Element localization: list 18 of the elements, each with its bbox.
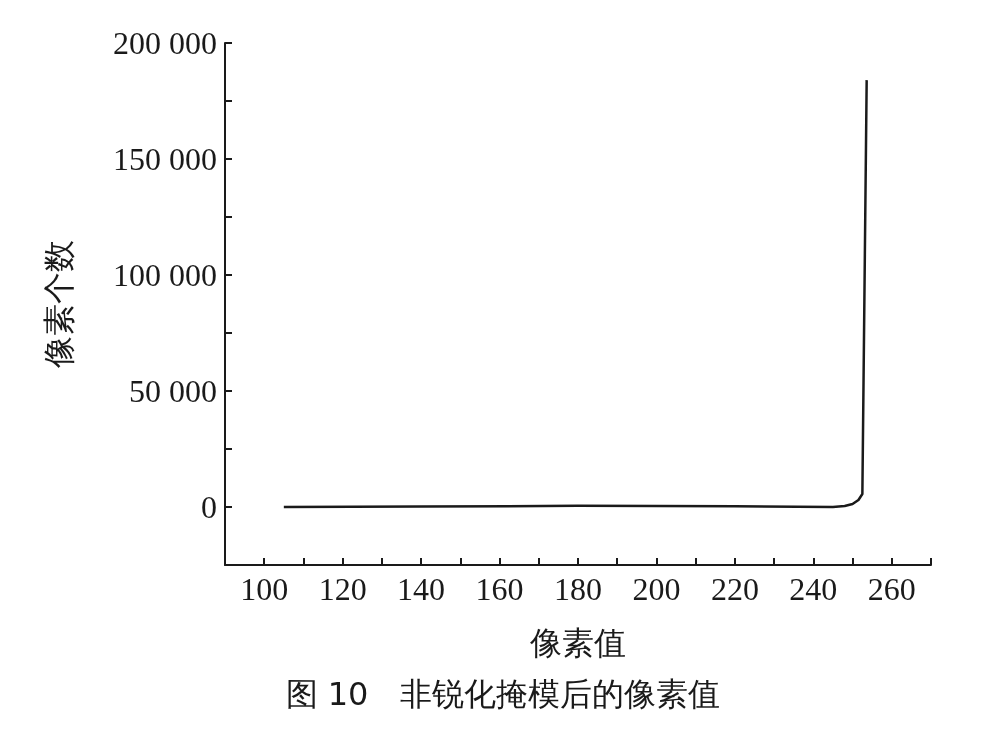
y-tick-label: 50 000 — [129, 373, 217, 409]
y-tick-label: 100 000 — [113, 257, 217, 293]
text: 图 10 非锐化掩模后的像素值 — [285, 675, 721, 713]
x-axis-title: 像素值 — [530, 625, 626, 661]
y-tick-label: 200 000 — [113, 25, 217, 61]
x-tick-label: 200 — [632, 571, 681, 607]
x-tick-label: 180 — [554, 571, 602, 607]
y-tick-label: 150 000 — [113, 141, 217, 177]
x-tick-label: 260 — [867, 571, 916, 607]
y-tick-label: 0 — [201, 489, 217, 525]
x-tick-label: 240 — [789, 571, 838, 607]
x-tick-label: 120 — [318, 571, 367, 607]
y-axis-title: 像素个数 — [41, 240, 77, 368]
x-tick-label: 140 — [397, 571, 446, 607]
line-series — [282, 78, 868, 509]
x-tick-label: 220 — [710, 571, 759, 607]
x-tick-label: 100 — [240, 571, 289, 607]
x-tick-label: 160 — [475, 571, 524, 607]
